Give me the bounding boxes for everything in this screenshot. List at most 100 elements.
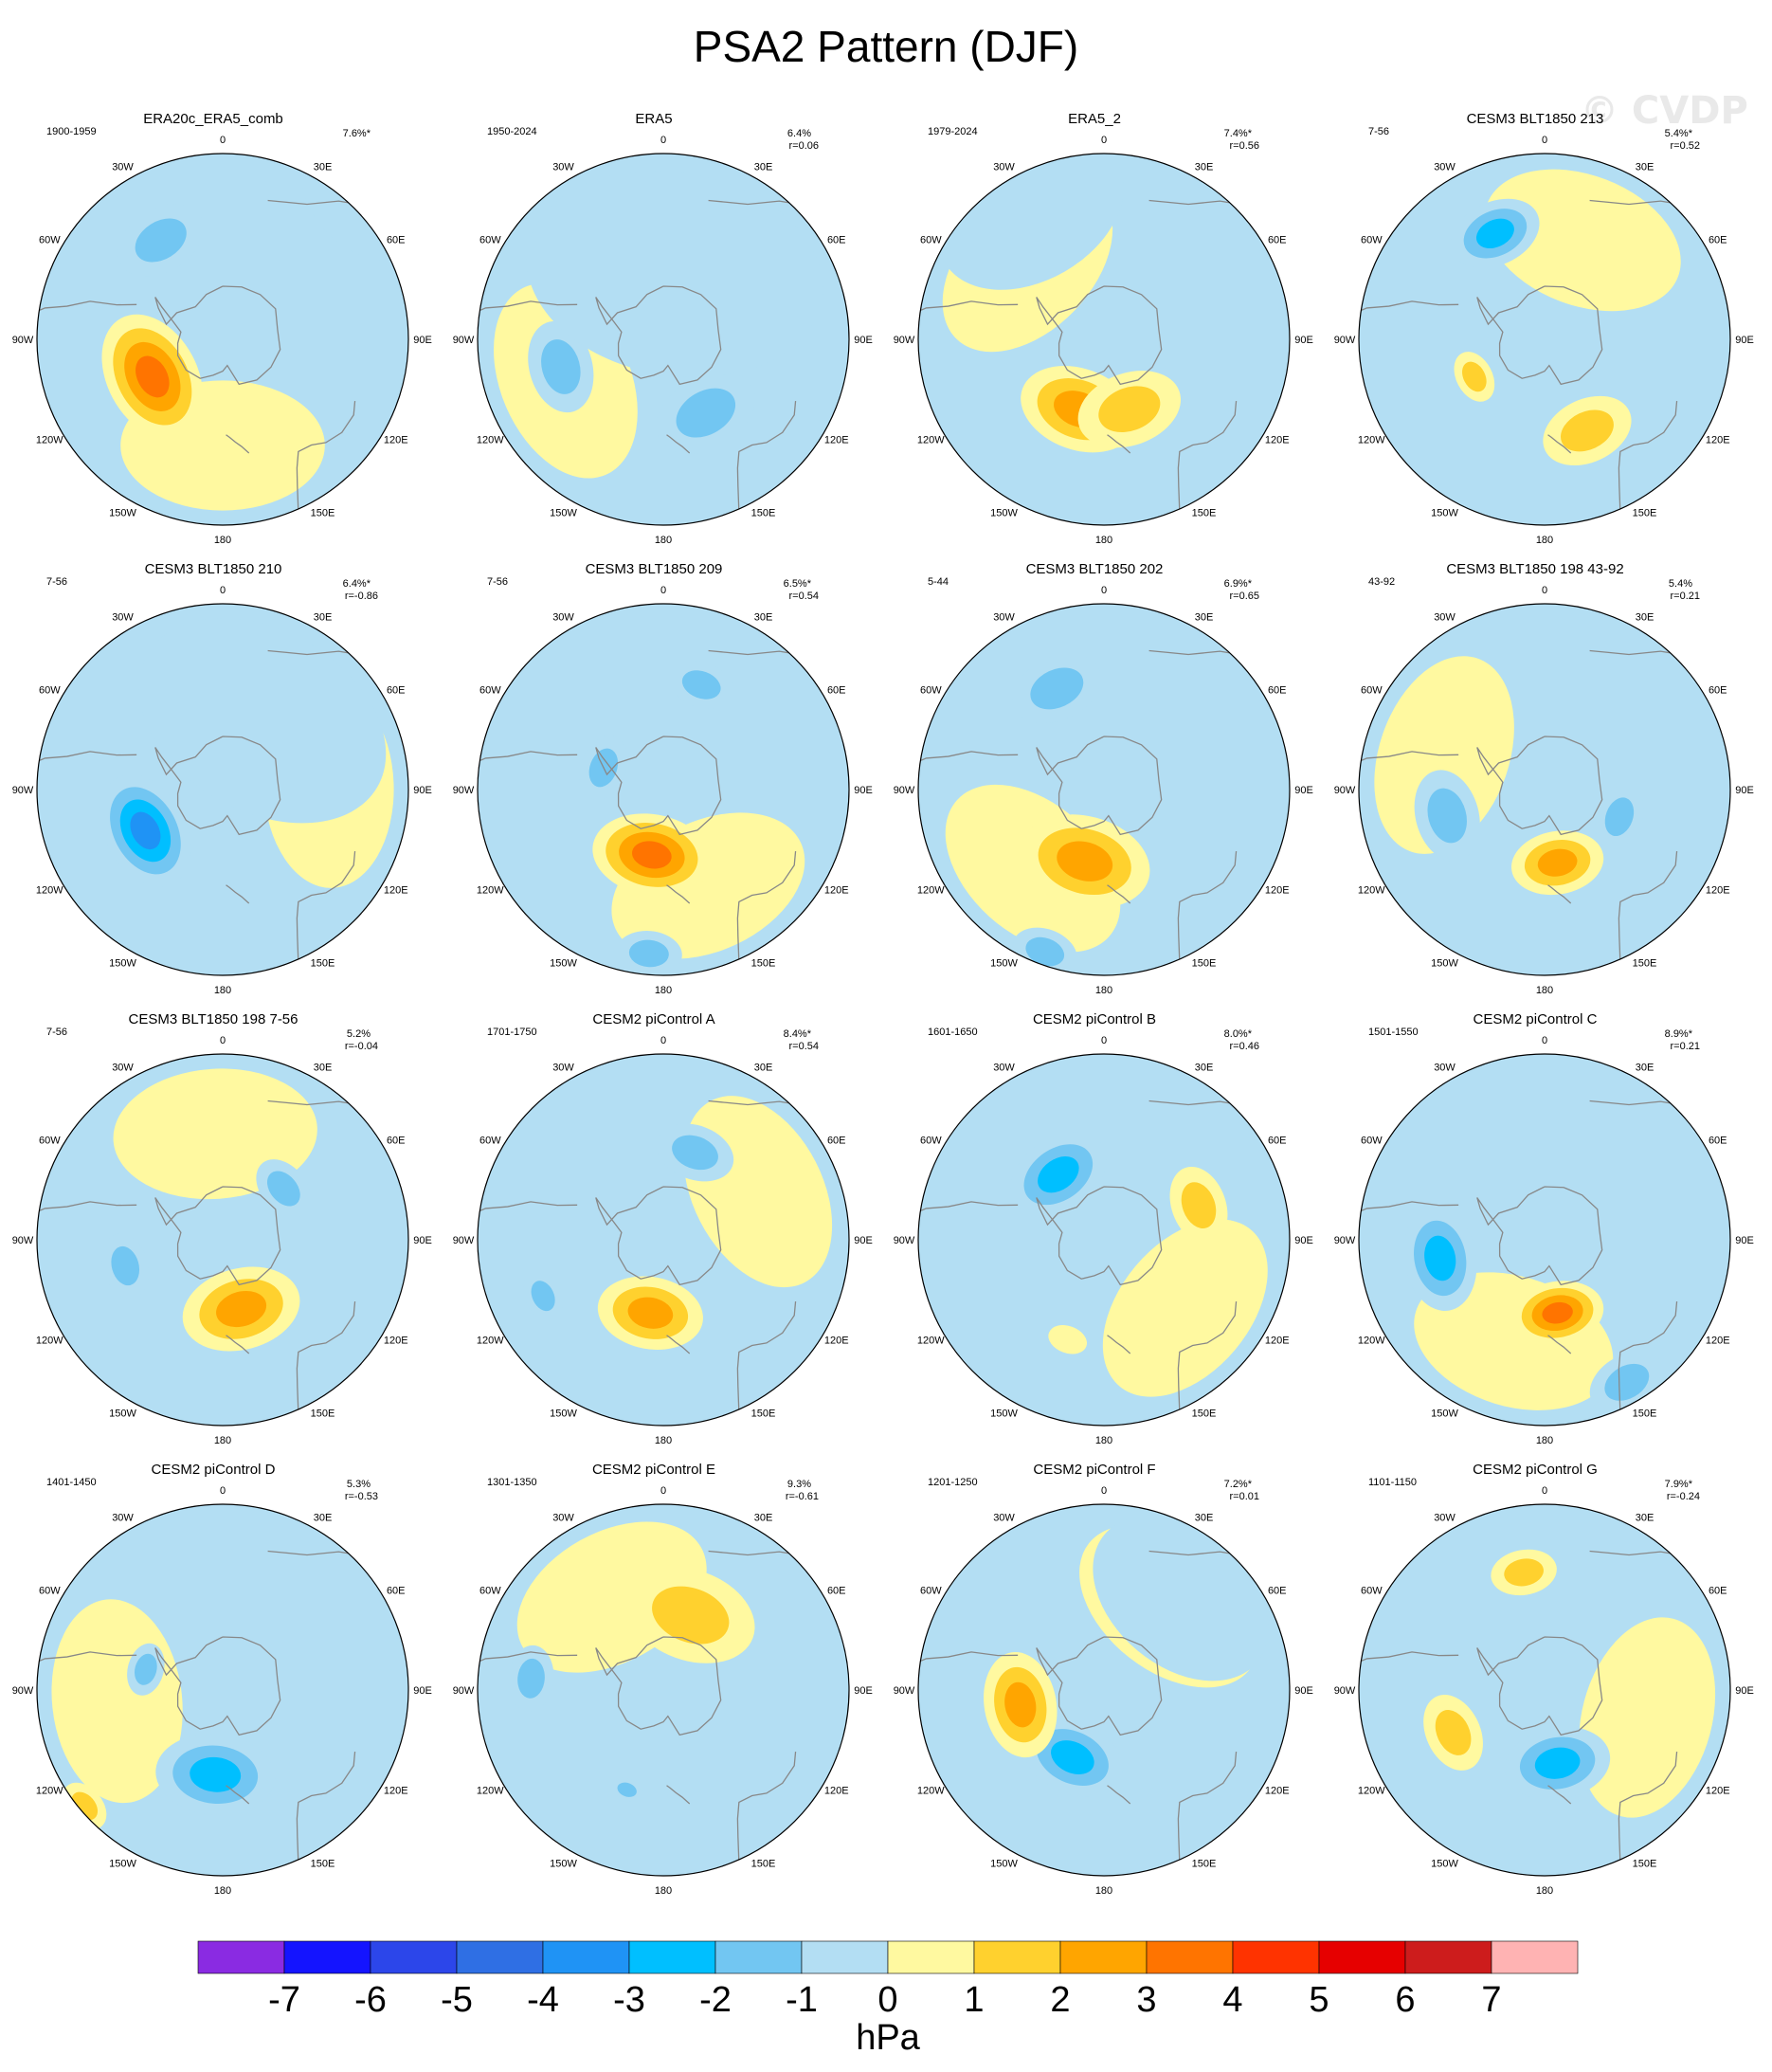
- contour-level: [627, 1297, 674, 1329]
- coastline: [478, 300, 578, 314]
- field: [37, 1504, 408, 1876]
- coastline: [708, 649, 799, 656]
- longitude-label: 30E: [1636, 161, 1654, 173]
- colorbar-segment: [1404, 1940, 1492, 1974]
- panel-percent-variance: 7.6%*: [343, 128, 371, 139]
- colorbar-segment: [1318, 1940, 1406, 1974]
- coastline: [666, 434, 691, 454]
- longitude-label: 150E: [311, 1859, 335, 1870]
- longitude-label: 60E: [387, 1586, 406, 1597]
- contour-level: [1057, 841, 1113, 882]
- longitude-label: 60W: [1361, 685, 1383, 697]
- longitude-label: 30E: [1636, 1062, 1654, 1073]
- longitude-label: 90E: [1294, 1685, 1313, 1697]
- coastline: [267, 1550, 358, 1556]
- coastline: [666, 1335, 691, 1354]
- coastline: [1359, 300, 1459, 314]
- field: [918, 1504, 1290, 1876]
- coastline: [1177, 1752, 1238, 1861]
- map-border: [36, 1053, 409, 1427]
- coastline: [595, 285, 722, 386]
- longitude-label: 30E: [1195, 611, 1214, 623]
- panel-period: 1301-1350: [487, 1477, 537, 1488]
- panel-period: 1401-1450: [46, 1477, 97, 1488]
- longitude-label: 0: [1101, 135, 1107, 146]
- colorbar-unit-label: hPa: [856, 2018, 920, 2058]
- coastline: [1589, 649, 1680, 656]
- longitude-label: 120W: [1358, 1786, 1385, 1797]
- coastline: [267, 649, 358, 656]
- coastline: [226, 1785, 250, 1805]
- longitude-label: 30W: [552, 1512, 574, 1523]
- map-panel: 0 30E 60E 90E 120E 150E 180 150W 120W 90W 60W 30W CE…: [894, 1462, 1313, 1897]
- panel-title: CESM3 BLT1850 198 7-56: [129, 1011, 298, 1027]
- panel-correlation: r=0.65: [1230, 591, 1260, 602]
- figure-title: PSA2 Pattern (DJF): [693, 22, 1079, 71]
- panel-correlation: r=-0.24: [1667, 1491, 1700, 1502]
- longitude-label: 0: [220, 585, 226, 596]
- longitude-label: 30W: [993, 611, 1015, 623]
- panel-correlation: r=-0.04: [345, 1041, 378, 1052]
- coastline: [37, 751, 137, 764]
- longitude-label: 30E: [754, 1062, 773, 1073]
- contour-level: [652, 1586, 730, 1645]
- longitude-label: 60E: [1709, 685, 1727, 697]
- coastline: [1036, 1636, 1163, 1736]
- longitude-label: 120E: [1265, 1786, 1290, 1797]
- coastline: [1107, 434, 1131, 454]
- coastline: [226, 434, 250, 454]
- longitude-label: 0: [1101, 1035, 1107, 1046]
- coastline: [1359, 1651, 1459, 1664]
- coastline: [1476, 736, 1603, 836]
- panel-correlation: r=-0.61: [786, 1491, 819, 1502]
- panel-title: CESM2 piControl F: [1033, 1462, 1155, 1478]
- colorbar-segment: [714, 1940, 803, 1974]
- field: [478, 604, 849, 975]
- map-panel: 0 30E 60E 90E 120E 150E 180 150W 120W 90W 60W 30W ER…: [12, 111, 432, 546]
- map-border: [36, 153, 409, 526]
- panel-period: 5-44: [928, 576, 949, 588]
- longitude-label: 150E: [1192, 958, 1217, 970]
- map-panel: 0 30E 60E 90E 120E 150E 180 150W 120W 90W 60W 30W CE…: [894, 561, 1313, 996]
- coastline: [1547, 884, 1572, 904]
- longitude-label: 60E: [827, 1586, 846, 1597]
- contour-level: [1462, 361, 1487, 392]
- longitude-label: 120E: [824, 885, 849, 897]
- contour-level: [517, 1658, 545, 1699]
- colorbar-segment: [628, 1940, 716, 1974]
- coastline: [267, 1100, 358, 1106]
- map-panel: 0 30E 60E 90E 120E 150E 180 150W 120W 90W 60W 30W CE…: [453, 1011, 873, 1446]
- map-panel: 0 30E 60E 90E 120E 150E 180 150W 120W 90W 60W 30W CE…: [453, 561, 873, 996]
- coastline: [666, 884, 691, 904]
- contour-level: [1025, 936, 1065, 967]
- longitude-label: 0: [1101, 1485, 1107, 1497]
- map-border: [917, 153, 1291, 526]
- colorbar-tick-label: -2: [699, 1980, 732, 2020]
- panel-percent-variance: 6.5%*: [784, 578, 812, 590]
- longitude-label: 180: [655, 985, 672, 996]
- longitude-label: 150W: [550, 1409, 577, 1420]
- coastline: [736, 401, 797, 510]
- longitude-label: 30E: [1195, 1512, 1214, 1523]
- longitude-label: 0: [1542, 135, 1547, 146]
- map-panel: 0 30E 60E 90E 120E 150E 180 150W 120W 90W 60W 30W CE…: [1334, 1011, 1754, 1446]
- contour-level: [1048, 1325, 1088, 1354]
- contour-level: [632, 841, 672, 869]
- longitude-label: 90W: [12, 335, 34, 346]
- longitude-label: 120W: [36, 1336, 63, 1347]
- longitude-label: 30E: [754, 161, 773, 173]
- contour-level: [676, 388, 736, 438]
- panel-period: 1701-1750: [487, 1027, 537, 1038]
- longitude-label: 30W: [112, 611, 134, 623]
- longitude-label: 30W: [112, 1062, 134, 1073]
- panel-title: CESM3 BLT1850 213: [1467, 111, 1604, 127]
- longitude-label: 90E: [1735, 785, 1754, 796]
- map-panel: 0 30E 60E 90E 120E 150E 180 150W 120W 90W 60W 30W ER…: [453, 111, 873, 546]
- map-border: [1358, 1503, 1731, 1877]
- longitude-label: 150E: [311, 1409, 335, 1420]
- field: [1359, 1054, 1730, 1426]
- longitude-label: 90W: [894, 1685, 915, 1697]
- longitude-label: 150W: [109, 1409, 136, 1420]
- longitude-label: 0: [660, 1035, 666, 1046]
- longitude-label: 120E: [384, 435, 408, 446]
